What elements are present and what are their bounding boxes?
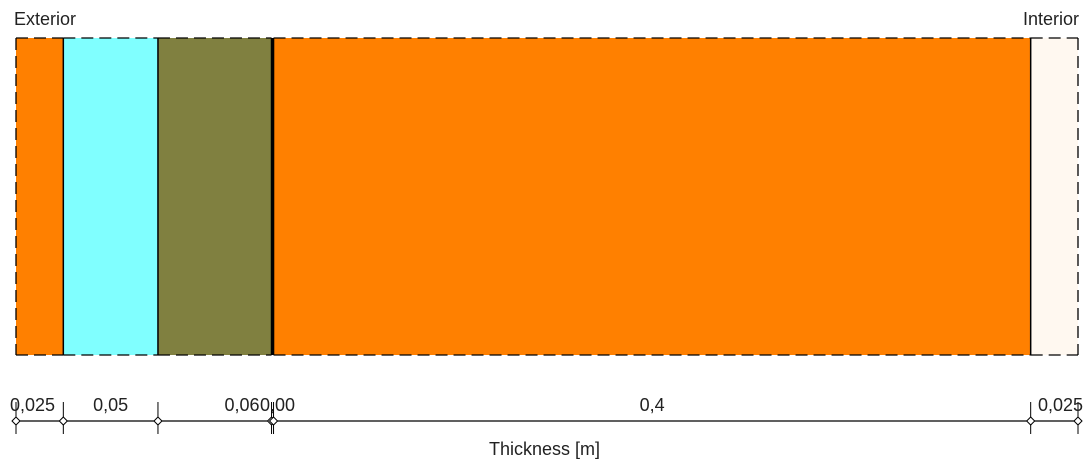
layer-thickness-label: 0,05 bbox=[93, 395, 128, 415]
axis-title: Thickness [m] bbox=[488, 439, 601, 459]
dimension-marker bbox=[11, 416, 21, 426]
wall-layer-4 bbox=[271, 38, 274, 355]
interior-label: Interior bbox=[1022, 9, 1079, 29]
wall-layer-1 bbox=[16, 38, 64, 355]
wall-layer-5 bbox=[273, 38, 1031, 355]
dimension-marker bbox=[153, 416, 163, 426]
dimension-marker bbox=[58, 416, 69, 426]
thickness-dimension-line: 0,025 0,05 0,06 0,00 0,4 0,025 bbox=[10, 395, 1083, 434]
layer-thickness-label: 0,025 bbox=[1038, 395, 1083, 415]
layer-thickness-label: 0,4 bbox=[640, 395, 665, 415]
layer-thickness-label: 0,025 bbox=[10, 395, 55, 415]
dimension-marker bbox=[1025, 416, 1036, 426]
layer-thickness-label: 0,00 bbox=[260, 395, 295, 415]
layer-thickness-label: 0,06 bbox=[224, 395, 259, 415]
dimension-marker bbox=[268, 416, 279, 426]
wall-layer-3 bbox=[157, 38, 272, 355]
wall-layer-6 bbox=[1030, 38, 1078, 355]
dimension-marker bbox=[1073, 416, 1083, 426]
wall-layer-2 bbox=[63, 38, 158, 355]
wall-layers bbox=[15, 37, 1079, 356]
exterior-label: Exterior bbox=[14, 9, 77, 29]
